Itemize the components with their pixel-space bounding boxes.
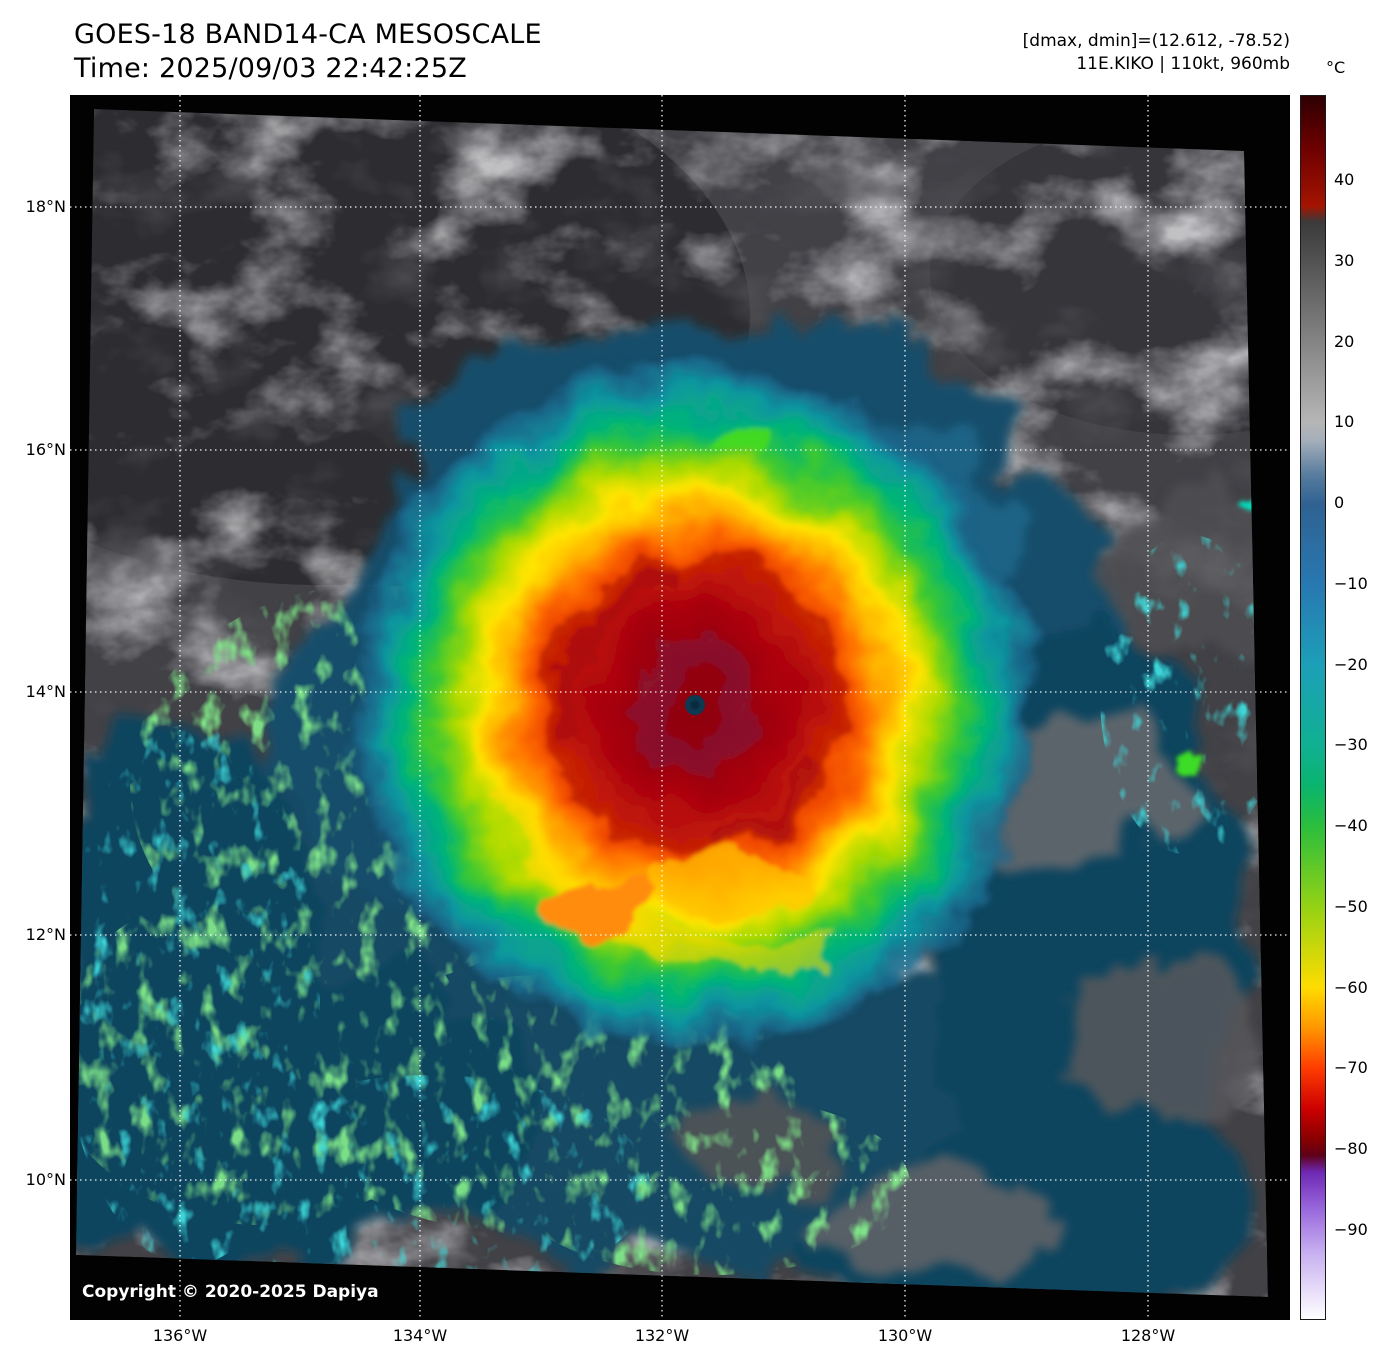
storm-info: 11E.KIKO | 110kt, 960mb	[1076, 54, 1290, 74]
colorbar-tick: 0	[1334, 493, 1345, 512]
lat-label-10n: 10°N	[25, 1170, 66, 1189]
colorbar-tick: −40	[1334, 816, 1368, 835]
lat-label-12n: 12°N	[25, 925, 66, 944]
lon-label-132w: 132°W	[634, 1326, 690, 1345]
colorbar-tick: −70	[1334, 1058, 1368, 1077]
colorbar-tick: −80	[1334, 1139, 1368, 1158]
lat-label-18n: 18°N	[25, 197, 66, 216]
colorbar-tick: 40	[1334, 170, 1355, 189]
cyan-bands	[76, 535, 1268, 1295]
satellite-image	[70, 95, 1290, 1320]
colorbar-tick: −30	[1334, 735, 1368, 754]
colorbar-tick: 20	[1334, 332, 1355, 351]
colorbar-tick: −20	[1334, 655, 1368, 674]
satellite-plot-area	[70, 95, 1290, 1320]
lon-label-134w: 134°W	[392, 1326, 448, 1345]
figure-header: GOES-18 BAND14-CA MESOSCALE Time: 2025/0…	[74, 18, 542, 86]
colorbar-tick-labels: 40 30 20 10 0 −10 −20 −30 −40 −50 −60 −7…	[1334, 95, 1390, 1320]
colorbar-tick: −10	[1334, 574, 1368, 593]
lon-label-136w: 136°W	[152, 1326, 208, 1345]
lon-label-128w: 128°W	[1120, 1326, 1176, 1345]
lat-label-16n: 16°N	[25, 440, 66, 459]
copyright-watermark: Copyright © 2020-2025 Dapiya	[82, 1282, 379, 1302]
dmax-dmin-readout: [dmax, dmin]=(12.612, -78.52)	[1022, 31, 1290, 51]
colorbar-tick: −60	[1334, 978, 1368, 997]
lat-label-14n: 14°N	[25, 682, 66, 701]
colorbar-tick: 30	[1334, 251, 1355, 270]
figure-time: Time: 2025/09/03 22:42:25Z	[74, 53, 467, 84]
figure-title: GOES-18 BAND14-CA MESOSCALE	[74, 19, 542, 50]
figure-header-right: [dmax, dmin]=(12.612, -78.52) 11E.KIKO |…	[1023, 30, 1290, 76]
colorbar-tick: −50	[1334, 897, 1368, 916]
colorbar-unit-label: °C	[1326, 58, 1346, 77]
colorbar-tick: −90	[1334, 1220, 1368, 1239]
colorbar-tick: 10	[1334, 412, 1355, 431]
graticule	[70, 95, 1290, 1320]
lon-label-130w: 130°W	[877, 1326, 933, 1345]
colorbar-gradient	[1300, 95, 1326, 1320]
